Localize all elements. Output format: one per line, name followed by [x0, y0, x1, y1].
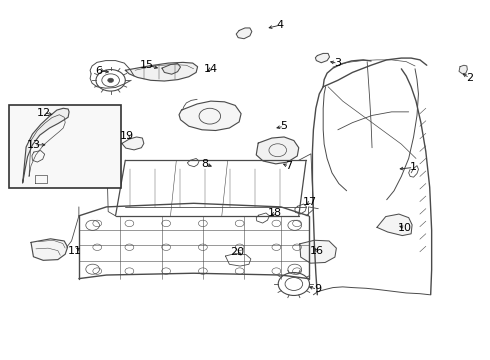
Text: 18: 18 — [268, 208, 282, 218]
Circle shape — [108, 78, 114, 82]
Text: 4: 4 — [277, 20, 284, 30]
Text: 3: 3 — [334, 58, 342, 68]
Polygon shape — [31, 239, 68, 260]
Text: 17: 17 — [302, 197, 317, 207]
Text: 16: 16 — [310, 246, 324, 256]
Polygon shape — [179, 101, 241, 131]
Polygon shape — [23, 108, 69, 183]
Text: 12: 12 — [37, 108, 51, 118]
Text: 20: 20 — [231, 247, 245, 257]
Text: 7: 7 — [285, 161, 293, 171]
Text: 2: 2 — [466, 73, 473, 83]
Text: 19: 19 — [120, 131, 134, 141]
Text: 8: 8 — [201, 159, 209, 169]
Polygon shape — [162, 63, 180, 74]
Text: 1: 1 — [410, 162, 417, 172]
Polygon shape — [316, 53, 330, 63]
Bar — [9, 105, 121, 188]
Text: 14: 14 — [204, 64, 218, 74]
Text: 13: 13 — [27, 140, 41, 150]
Polygon shape — [122, 137, 144, 150]
Text: 10: 10 — [398, 224, 412, 233]
Text: 9: 9 — [314, 284, 321, 294]
Text: 5: 5 — [281, 121, 288, 131]
Polygon shape — [236, 28, 252, 39]
Polygon shape — [256, 137, 299, 164]
Polygon shape — [459, 65, 467, 74]
Polygon shape — [300, 240, 336, 263]
Polygon shape — [377, 214, 412, 235]
Text: 11: 11 — [68, 246, 82, 256]
Polygon shape — [125, 62, 197, 81]
Text: 6: 6 — [95, 66, 102, 76]
Text: 15: 15 — [140, 60, 154, 70]
